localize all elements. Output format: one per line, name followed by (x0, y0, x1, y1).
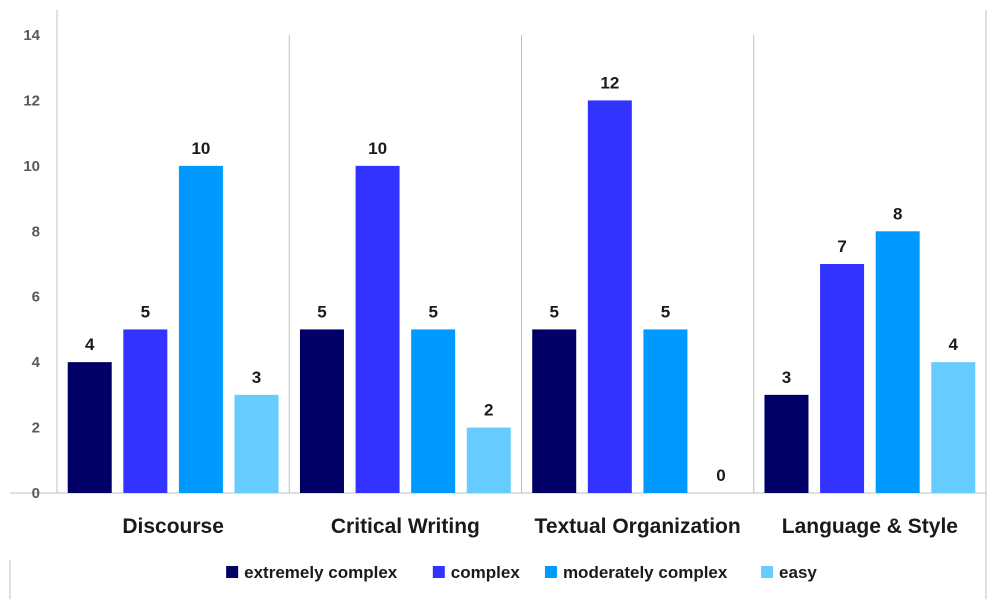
data-label: 5 (428, 302, 437, 321)
data-label: 4 (85, 335, 95, 354)
bar (67, 362, 112, 493)
data-label: 8 (893, 204, 902, 223)
legend-swatch (544, 566, 557, 578)
bar (875, 231, 920, 494)
bar (643, 329, 688, 493)
bar (123, 329, 168, 493)
data-label: 5 (661, 302, 670, 321)
bar (931, 362, 976, 493)
data-label: 0 (716, 466, 725, 485)
legend-swatch (432, 566, 445, 578)
data-label: 3 (782, 368, 791, 387)
data-label: 5 (549, 302, 558, 321)
legend-label: easy (779, 563, 817, 582)
y-tick-label: 10 (23, 158, 40, 175)
legend-swatch (761, 566, 774, 578)
legend-label: extremely complex (244, 563, 398, 582)
data-label: 10 (368, 139, 387, 158)
y-axis-ticks: 0 2 4 6 8 10 12 14 (23, 27, 40, 502)
bars (67, 100, 976, 494)
legend-swatch (226, 566, 239, 578)
y-tick-label: 12 (23, 92, 40, 109)
data-label: 5 (141, 302, 150, 321)
legend-label: complex (451, 563, 521, 582)
y-tick-label: 14 (23, 27, 40, 44)
y-tick-label: 8 (32, 223, 40, 240)
bar (820, 264, 865, 493)
category-label: Language & Style (782, 515, 958, 538)
data-label: 5 (317, 302, 326, 321)
y-tick-label: 2 (32, 420, 40, 437)
y-tick-label: 6 (32, 289, 40, 306)
bar (764, 394, 809, 493)
data-label: 7 (837, 237, 846, 256)
data-label: 3 (252, 368, 261, 387)
y-tick-label: 4 (32, 354, 41, 371)
bar (411, 329, 456, 493)
data-label: 2 (484, 401, 493, 420)
bar (299, 329, 344, 493)
data-labels: 4 5 10 3 5 10 5 2 5 12 5 0 3 7 8 4 (85, 73, 959, 485)
category-label: Textual Organization (535, 515, 741, 538)
category-label: Critical Writing (331, 515, 480, 538)
bar (466, 427, 511, 493)
category-separators (288, 35, 755, 493)
category-label: Discourse (122, 515, 224, 538)
x-axis-category-labels: Discourse Critical Writing Textual Organiz… (122, 515, 958, 538)
bar (234, 394, 279, 493)
bar (532, 329, 577, 493)
legend-label: moderately complex (563, 563, 728, 582)
y-tick-label: 0 (32, 485, 40, 502)
bar (587, 100, 632, 493)
data-label: 12 (600, 73, 619, 92)
legend: extremely complex complex moderately compl… (226, 563, 817, 582)
bar (178, 165, 223, 493)
data-label: 10 (191, 139, 210, 158)
bar (355, 165, 400, 493)
data-label: 4 (949, 335, 959, 354)
